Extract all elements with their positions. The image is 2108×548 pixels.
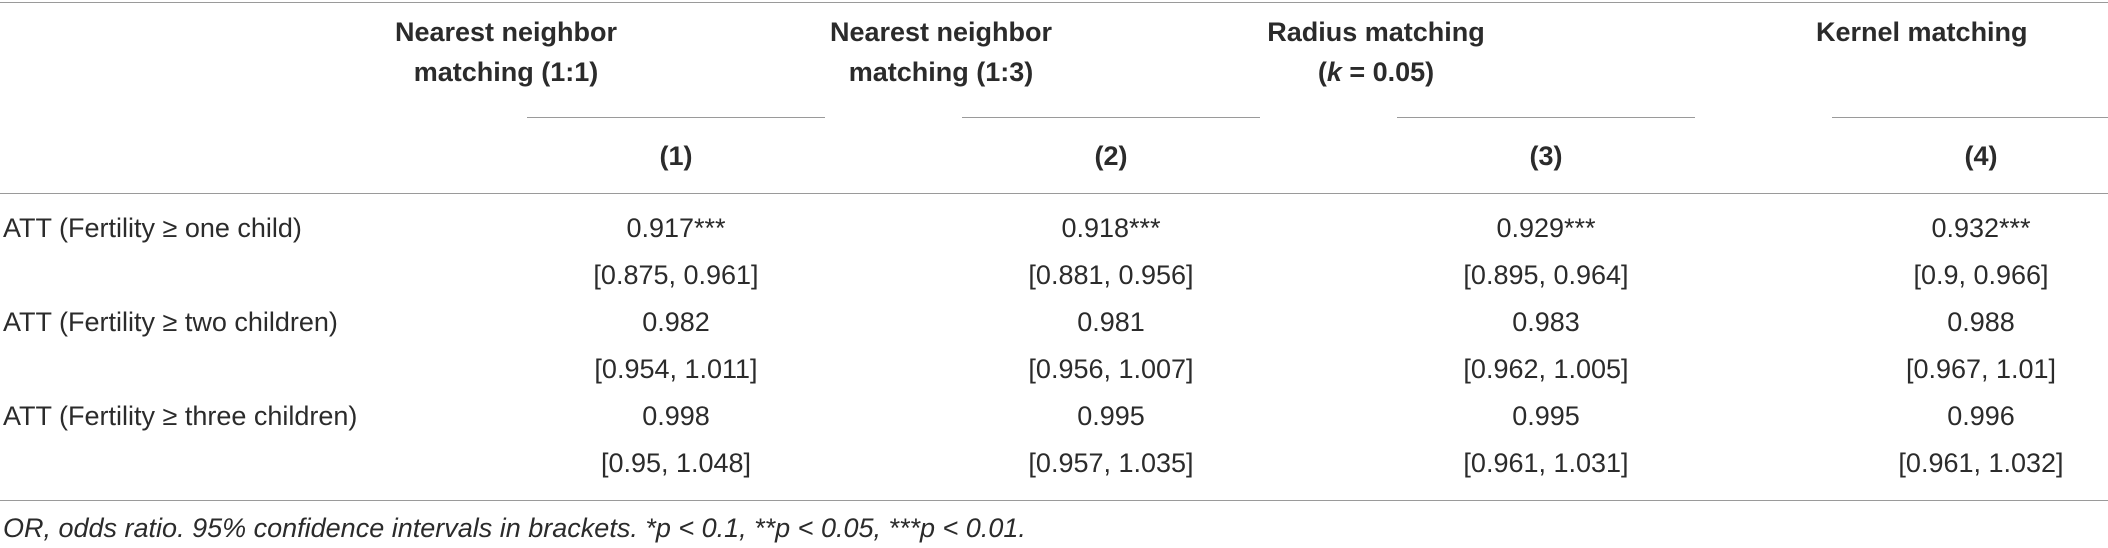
estimate-cell: 0.982 [642, 307, 710, 337]
row-label-2: ATT (Fertility ≥ two children) [3, 307, 338, 337]
interval-cell: [0.956, 1.007] [1028, 354, 1194, 384]
estimate-cell: 0.918*** [1061, 213, 1161, 243]
estimate-cell: 0.995 [1077, 401, 1145, 431]
header-subrule-1 [527, 117, 825, 118]
column-header-4: Kernel matching [1816, 12, 2108, 52]
table-footnote: OR, odds ratio. 95% confidence intervals… [3, 513, 1026, 543]
column-header-2: Nearest neighbor matching (1:3) [771, 12, 1111, 92]
estimate-cell: 0.998 [642, 401, 710, 431]
column-number-2: (2) [1094, 141, 1128, 171]
row-label-1: ATT (Fertility ≥ one child) [3, 213, 302, 243]
column-header-3-line2: (k = 0.05) [1317, 57, 1435, 87]
estimate-cell: 0.929*** [1496, 213, 1596, 243]
column-header-2-line2: matching (1:3) [848, 57, 1034, 87]
interval-cell: [0.967, 1.01] [1905, 354, 2057, 384]
table-bottom-rule [0, 500, 2108, 501]
column-number-4: (4) [1964, 141, 1998, 171]
interval-cell: [0.875, 0.961] [593, 260, 759, 290]
header-subrule-2 [962, 117, 1260, 118]
column-header-4-line1: Kernel matching [1816, 17, 2028, 47]
interval-cell: [0.9, 0.966] [1913, 260, 2049, 290]
column-header-1: Nearest neighbor matching (1:1) [336, 12, 676, 92]
interval-cell: [0.95, 1.048] [600, 448, 752, 478]
table-top-rule [0, 2, 2108, 3]
interval-cell: [0.961, 1.032] [1898, 448, 2064, 478]
column-header-1-line2: matching (1:1) [413, 57, 599, 87]
estimate-cell: 0.932*** [1931, 213, 2031, 243]
estimate-cell: 0.995 [1512, 401, 1580, 431]
header-subrule-4 [1832, 117, 2108, 118]
k-symbol: k [1326, 57, 1342, 87]
interval-cell: [0.957, 1.035] [1028, 448, 1194, 478]
column-number-3: (3) [1529, 141, 1563, 171]
column-header-3: Radius matching (k = 0.05) [1206, 12, 1546, 92]
estimate-cell: 0.988 [1947, 307, 2015, 337]
interval-cell: [0.962, 1.005] [1463, 354, 1629, 384]
column-number-1: (1) [659, 141, 693, 171]
estimate-cell: 0.983 [1512, 307, 1580, 337]
estimate-cell: 0.981 [1077, 307, 1145, 337]
interval-cell: [0.895, 0.964] [1463, 260, 1629, 290]
header-subrule-3 [1397, 117, 1695, 118]
column-header-1-line1: Nearest neighbor [394, 17, 618, 47]
header-bottom-rule [0, 193, 2108, 194]
column-header-2-line1: Nearest neighbor [829, 17, 1053, 47]
estimate-cell: 0.996 [1947, 401, 2015, 431]
interval-cell: [0.881, 0.956] [1028, 260, 1194, 290]
estimate-cell: 0.917*** [626, 213, 726, 243]
column-header-3-line1: Radius matching [1267, 17, 1485, 47]
row-label-3: ATT (Fertility ≥ three children) [3, 401, 358, 431]
interval-cell: [0.961, 1.031] [1463, 448, 1629, 478]
interval-cell: [0.954, 1.011] [594, 354, 758, 384]
